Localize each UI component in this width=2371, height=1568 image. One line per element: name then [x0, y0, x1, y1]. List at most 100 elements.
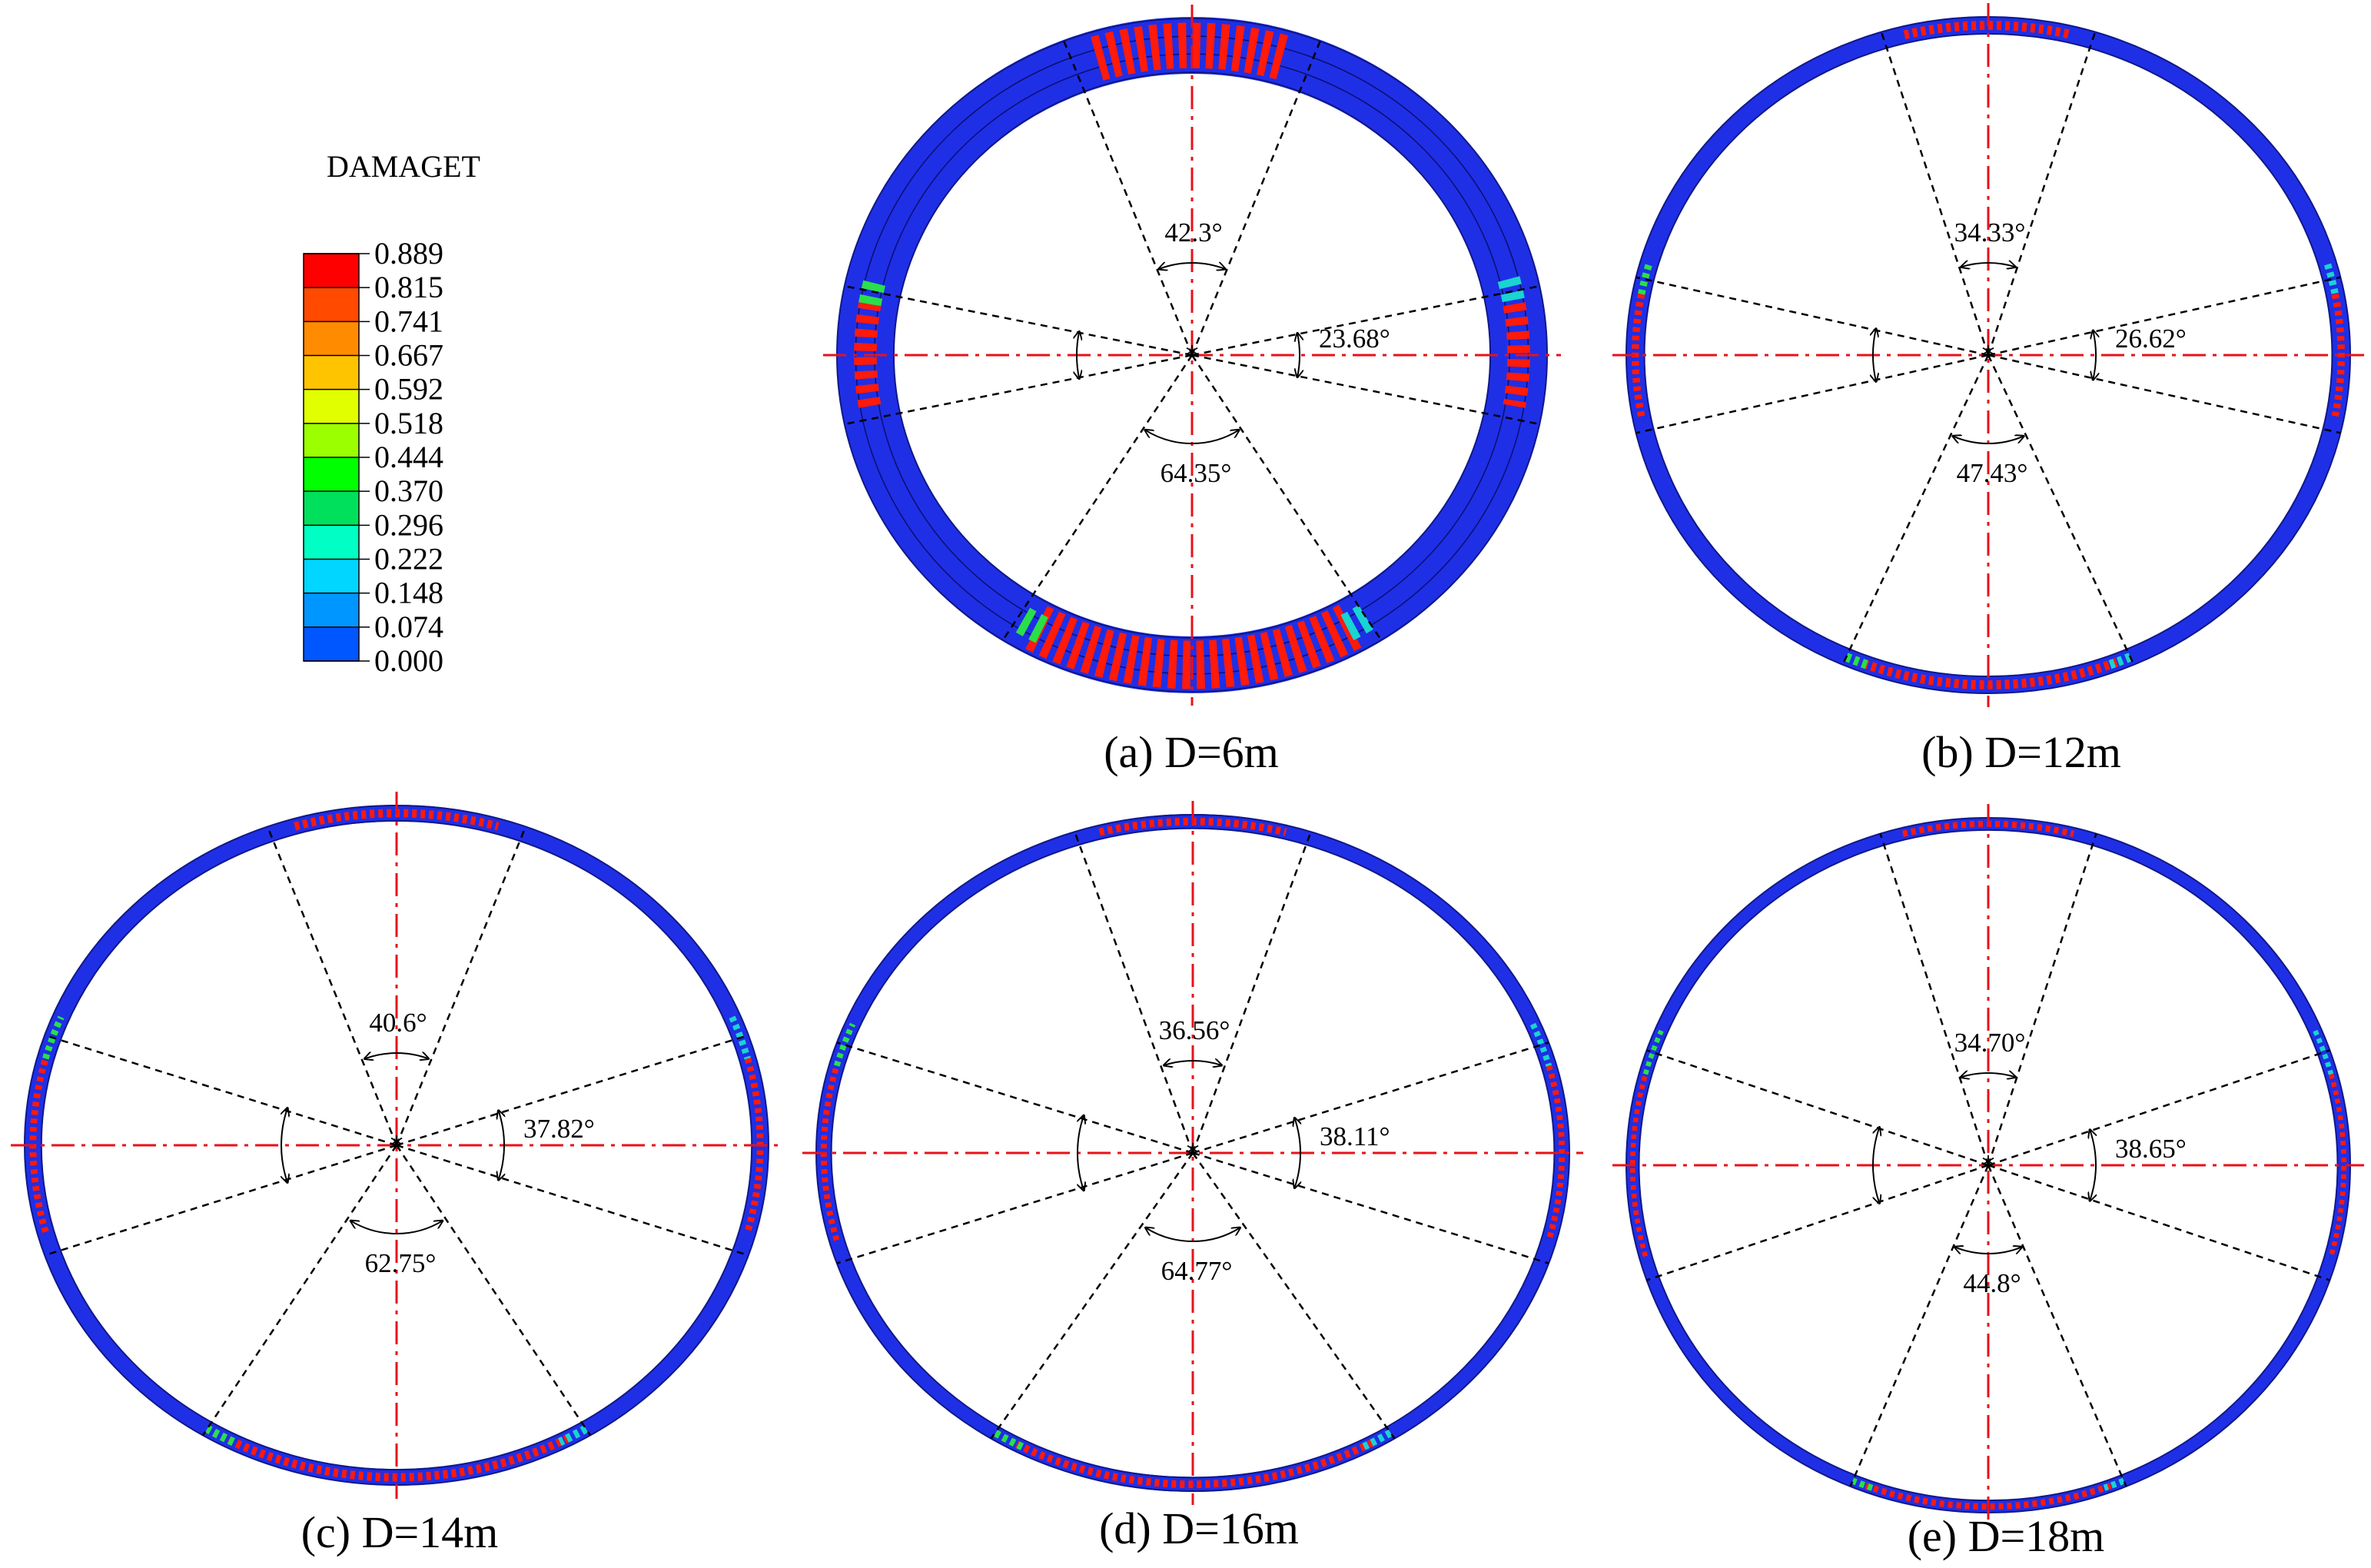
legend-tick-label: 0.518 [374, 406, 443, 440]
crown-damage [1091, 22, 1293, 81]
legend-band [304, 593, 359, 627]
zone-divider [1063, 41, 1194, 356]
panel-d: * 36.56° 38.11° 64.77° [802, 801, 1583, 1505]
zone-divider [1841, 354, 1990, 666]
zone-divider [1192, 1151, 1549, 1264]
caption-c: (c) D=14m [301, 1507, 499, 1557]
zone-divider [1192, 1041, 1549, 1154]
invert-damage [1858, 658, 2119, 689]
crown-angle-arc [1159, 263, 1226, 269]
legend-band [304, 389, 359, 424]
panel-c: * 40.6° 37.82° 62.75° [11, 792, 782, 1499]
damage-legend: DAMAGET 0.8890.8150.7410.6670.5920.5180.4… [303, 149, 480, 678]
zone-divider [1191, 354, 1540, 426]
zone-divider [395, 826, 527, 1146]
zone-divider [1987, 833, 2097, 1166]
caption-a: (a) D=6m [1104, 727, 1279, 777]
zone-divider [201, 1144, 398, 1437]
zone-divider [1001, 354, 1194, 641]
invert-angle-label: 44.8° [1963, 1268, 2021, 1298]
invert-angle-label: 47.43° [1957, 458, 2028, 488]
panel-b: * 34.33° 26.62° 47.43° [1612, 3, 2364, 707]
invert-damage-edge [558, 1425, 589, 1447]
zone-divider [1190, 354, 1383, 641]
legend-tick-label: 0.741 [374, 304, 443, 338]
invert-damage-edge [204, 1425, 235, 1447]
right-side-damage-edge [1529, 1022, 1552, 1067]
zone-divider [1987, 354, 2135, 666]
invert-damage-edge [2103, 1477, 2125, 1491]
invert-angle-arc [1145, 430, 1239, 444]
legend-tick-label: 0.889 [374, 236, 443, 271]
legend-title: DAMAGET [327, 149, 480, 184]
zone-divider [1074, 831, 1194, 1154]
zone-divider [844, 284, 1193, 357]
caption-d: (d) D=16m [1099, 1503, 1299, 1553]
centre-marker: * [1187, 1138, 1200, 1169]
legend-band [304, 491, 359, 526]
zone-divider [836, 1151, 1194, 1264]
legend-tick-label: 0.815 [374, 270, 443, 304]
zone-divider [1987, 1049, 2330, 1167]
legend-tick-label: 0.444 [374, 440, 443, 474]
right-side-damage-edge [2323, 263, 2339, 295]
invert-damage-edge [1361, 1429, 1393, 1450]
right-angle-arc [2093, 331, 2096, 380]
side-angle-label: 23.68° [1319, 324, 1390, 354]
legend-band [304, 287, 359, 322]
left-angle-arc [1077, 331, 1079, 379]
left-angle-arc [1872, 1127, 1879, 1203]
right-angle-arc [1297, 333, 1300, 377]
panel-e: * 34.70° 38.65° 44.8° [1612, 804, 2364, 1526]
zone-divider [1987, 354, 2341, 434]
right-side-damage [2328, 1073, 2347, 1257]
zone-divider [1987, 1164, 2330, 1281]
right-side-damage-edge [2313, 1029, 2334, 1075]
crown-angle-label: 40.6° [369, 1008, 427, 1038]
legend-band [304, 423, 359, 457]
right-angle-arc [2090, 1130, 2096, 1201]
invert-angle-label: 64.35° [1161, 458, 1232, 488]
zone-divider [395, 1144, 592, 1437]
zone-divider [1646, 1049, 1989, 1167]
zone-divider [44, 1034, 397, 1147]
zone-divider [1880, 32, 1990, 356]
zone-divider [1191, 1152, 1396, 1440]
zone-divider [1635, 354, 1989, 434]
zone-divider [1635, 276, 1989, 357]
left-side-damage-edge [1638, 263, 1653, 295]
zone-divider [990, 1152, 1194, 1440]
crown-angle-label: 36.56° [1159, 1015, 1230, 1045]
left-side-damage-edge [833, 1022, 856, 1067]
side-angle-label: 26.62° [2115, 324, 2187, 354]
right-side-damage-edge [729, 1015, 751, 1060]
left-angle-arc [1076, 1115, 1084, 1191]
legend-band [304, 525, 359, 560]
centre-marker: * [390, 1131, 403, 1161]
right-angle-arc [498, 1111, 504, 1181]
crown-angle-label: 42.3° [1164, 218, 1222, 247]
invert-damage-edge [1851, 1477, 1874, 1491]
legend-tick-label: 0.000 [374, 643, 443, 678]
tunnel-panels: * 42.3° 23.68° 64.35° * 34.33° 26.62° 47.43° * 40… [11, 3, 2364, 1526]
invert-angle-arc [1953, 436, 2024, 444]
zone-divider [1879, 833, 1990, 1166]
legend-tick-label: 0.592 [374, 372, 443, 407]
left-side-damage [1629, 1073, 1649, 1257]
right-side-damage [1546, 1065, 1566, 1241]
crown-angle-arc [1961, 263, 2016, 267]
crown-angle-arc [364, 1053, 428, 1058]
legend-band [304, 321, 359, 356]
right-side-damage [2331, 293, 2345, 417]
legend-tick-label: 0.370 [374, 473, 443, 508]
invert-angle-label: 62.75° [365, 1248, 437, 1278]
zone-divider [1987, 1164, 2127, 1487]
invert-damage [1022, 604, 1362, 689]
zone-divider [1987, 276, 2341, 357]
zone-divider [844, 354, 1193, 426]
legend-tick-label: 0.667 [374, 338, 443, 373]
zone-divider [836, 1041, 1194, 1154]
legend-tick-label: 0.296 [374, 507, 443, 542]
